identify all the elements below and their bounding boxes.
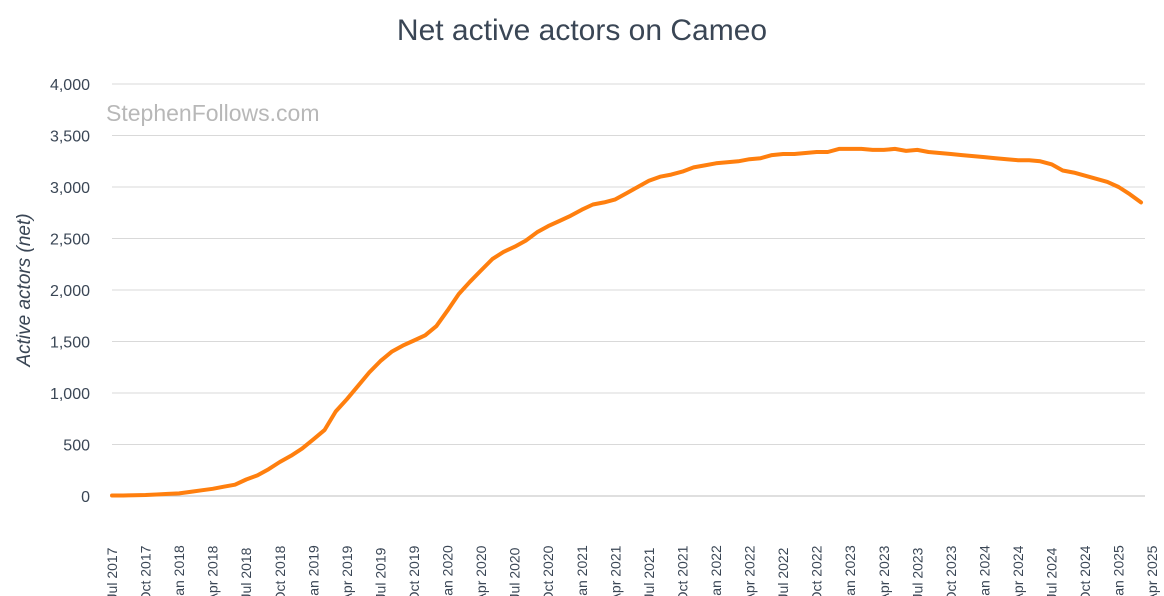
- x-tick-label: Oct 2017: [138, 545, 154, 596]
- x-tick-label: Jul 2020: [507, 547, 523, 596]
- x-tick-label: Jan 2025: [1111, 545, 1127, 596]
- x-tick-label: Jul 2021: [641, 547, 657, 596]
- x-tick-label: Jul 2024: [1044, 547, 1060, 596]
- x-tick-label: Apr 2023: [876, 545, 892, 596]
- y-tick-label: 3,000: [50, 180, 90, 197]
- x-axis-ticks: Jul 2017 Oct 2017 Jan 2018 Apr 2018 Jul 2018…: [104, 545, 1160, 596]
- y-tick-label: 1,000: [50, 386, 90, 403]
- x-tick-label: Apr 2020: [473, 545, 489, 596]
- x-tick-label: Apr 2021: [607, 545, 623, 596]
- x-tick-label: Apr 2022: [742, 545, 758, 596]
- y-tick-label: 0: [81, 489, 90, 506]
- x-tick-label: Jul 2022: [775, 547, 791, 596]
- x-tick-label: Apr 2024: [1010, 545, 1026, 596]
- x-tick-label: Oct 2020: [540, 545, 556, 596]
- x-tick-label: Oct 2023: [943, 545, 959, 596]
- x-tick-label: Jan 2023: [842, 545, 858, 596]
- x-tick-label: Jan 2018: [171, 545, 187, 596]
- x-tick-label: Oct 2018: [272, 545, 288, 596]
- x-tick-label: Oct 2021: [674, 545, 690, 596]
- x-tick-label: Apr 2018: [205, 545, 221, 596]
- series-line: [110, 146, 1143, 498]
- y-tick-label: 4,000: [50, 77, 90, 94]
- y-tick-label: 2,500: [50, 232, 90, 249]
- watermark-domain: .com: [269, 100, 320, 126]
- x-tick-label: Jan 2024: [976, 545, 992, 596]
- series-net-active-actors: [110, 146, 1143, 498]
- y-axis-label: Active actors (net): [14, 213, 35, 367]
- y-tick-label: 500: [63, 438, 90, 455]
- y-tick-label: 3,500: [50, 129, 90, 146]
- x-tick-label: Oct 2019: [406, 545, 422, 596]
- x-tick-label: Apr 2019: [339, 545, 355, 596]
- y-tick-label: 2,000: [50, 283, 90, 300]
- watermark-name: StephenFollows: [106, 100, 270, 126]
- chart-title: Net active actors on Cameo: [396, 14, 768, 47]
- x-tick-label: Jan 2021: [574, 545, 590, 596]
- x-tick-label: Jul 2023: [909, 547, 925, 596]
- x-tick-label: Jul 2018: [238, 547, 254, 596]
- y-axis-ticks: 0 500 1,000 1,500 2,000 2,500 3,000 3,500 4,000: [50, 77, 90, 506]
- x-tick-label: Jul 2019: [372, 547, 388, 596]
- x-tick-label: Oct 2022: [809, 545, 825, 596]
- x-tick-label: Apr 2025: [1144, 545, 1160, 596]
- x-tick-label: Jul 2017: [104, 547, 120, 596]
- x-tick-label: Oct 2024: [1077, 545, 1093, 596]
- y-tick-label: 1,500: [50, 335, 90, 352]
- x-tick-label: Jan 2022: [708, 545, 724, 596]
- watermark: StephenFollows.com: [106, 100, 320, 127]
- x-tick-label: Jan 2020: [440, 545, 456, 596]
- gridlines: [112, 83, 1145, 497]
- x-tick-label: Jan 2019: [305, 545, 321, 596]
